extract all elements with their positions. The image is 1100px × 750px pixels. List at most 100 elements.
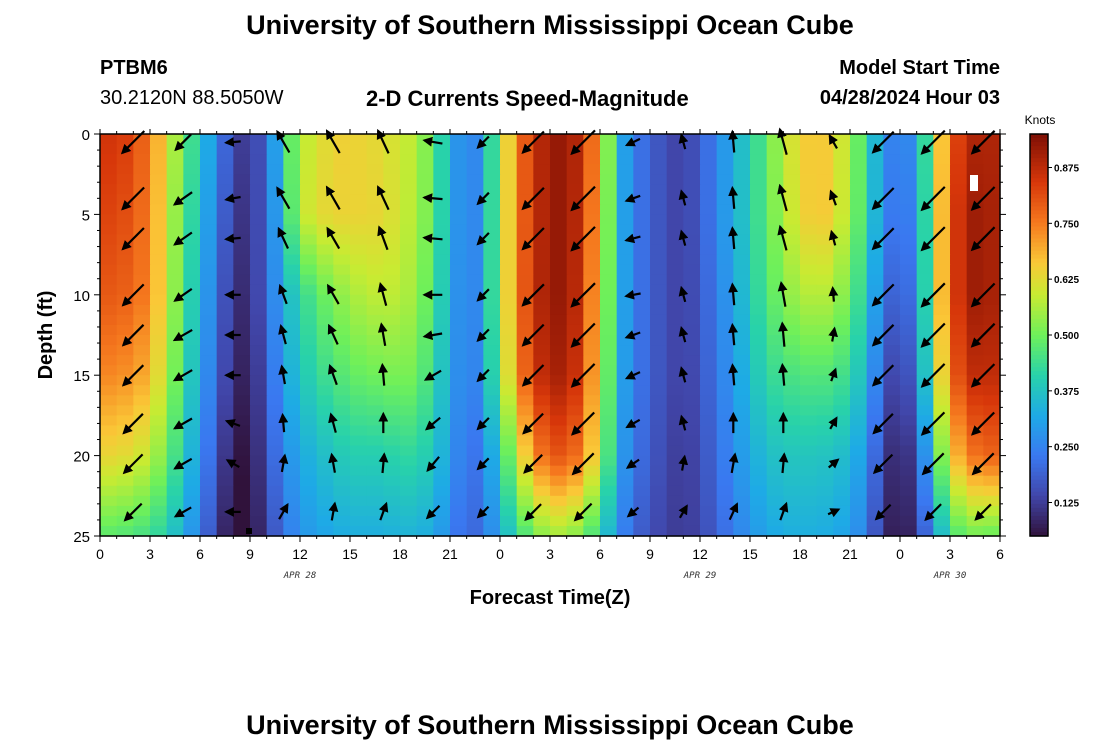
- heatmap-cell: [416, 244, 434, 256]
- heatmap-cell: [216, 274, 234, 286]
- heatmap-cell: [466, 304, 484, 316]
- heatmap-cell: [700, 164, 718, 175]
- heatmap-cell: [133, 525, 151, 537]
- heatmap-cell: [816, 485, 834, 497]
- heatmap-cell: [750, 415, 768, 427]
- heatmap-cell: [783, 365, 801, 376]
- heatmap-cell: [966, 475, 984, 487]
- heatmap-cell: [466, 294, 484, 306]
- heatmap-cell: [950, 184, 968, 195]
- heatmap-cell: [300, 254, 318, 266]
- heatmap-cell: [766, 154, 784, 165]
- heatmap-cell: [316, 264, 334, 276]
- heatmap-cell: [950, 254, 968, 266]
- heatmap-cell: [533, 495, 551, 507]
- heatmap-cell: [216, 254, 234, 266]
- heatmap-cell: [266, 184, 284, 195]
- heatmap-cell: [400, 355, 418, 366]
- current-arrow: [377, 281, 388, 306]
- heatmap-cell: [900, 465, 918, 477]
- heatmap-cell: [150, 485, 168, 497]
- colorbar-segment: [1030, 138, 1048, 143]
- heatmap-cell: [366, 335, 384, 346]
- heatmap-cell: [333, 204, 351, 215]
- heatmap-cell: [333, 174, 351, 185]
- heatmap-cell: [250, 365, 268, 376]
- heatmap-cell: [200, 184, 218, 195]
- heatmap-cell: [333, 304, 351, 316]
- heatmap-cell: [650, 475, 668, 487]
- heatmap-cell: [800, 335, 818, 346]
- heatmap-cell: [866, 164, 884, 175]
- heatmap-cell: [400, 284, 418, 296]
- heatmap-cell: [700, 395, 718, 406]
- colorbar-segment: [1030, 499, 1048, 505]
- heatmap-cell: [466, 375, 484, 386]
- heatmap-cell: [516, 264, 534, 276]
- heatmap-cell: [950, 375, 968, 386]
- colorbar-segment: [1030, 367, 1048, 372]
- heatmap-cell: [266, 495, 284, 507]
- heatmap-cell: [650, 345, 668, 356]
- heatmap-cell: [983, 365, 1001, 376]
- heatmap-cell: [283, 254, 301, 266]
- heatmap-cell: [766, 345, 784, 356]
- heatmap-cell: [583, 435, 601, 447]
- heatmap-cell: [733, 365, 751, 376]
- heatmap-cell: [416, 425, 434, 437]
- current-arrow: [828, 133, 838, 149]
- model-start-label: Model Start Time: [839, 57, 1000, 79]
- heatmap-cell: [666, 455, 684, 467]
- heatmap-cell: [233, 224, 251, 236]
- heatmap-cell: [883, 375, 901, 386]
- heatmap-cell: [200, 335, 218, 346]
- heatmap-cell: [166, 274, 184, 286]
- heatmap-cell: [100, 515, 118, 527]
- colorbar-segment: [1030, 399, 1048, 404]
- heatmap-cell: [533, 164, 551, 175]
- heatmap-cell: [266, 475, 284, 487]
- heatmap-cell: [766, 445, 784, 457]
- heatmap-cell: [666, 505, 684, 517]
- heatmap-cell: [650, 375, 668, 386]
- heatmap-cell: [616, 405, 634, 416]
- heatmap-cell: [983, 244, 1001, 256]
- heatmap-cell: [950, 525, 968, 537]
- heatmap-cell: [283, 304, 301, 316]
- heatmap-cell: [100, 224, 118, 236]
- x-tick-label: 3: [946, 546, 954, 562]
- heatmap-cell: [766, 495, 784, 507]
- heatmap-cell: [166, 314, 184, 326]
- heatmap-cell: [716, 284, 734, 296]
- heatmap-cell: [400, 164, 418, 175]
- heatmap-cell: [233, 435, 251, 447]
- heatmap-cell: [916, 455, 934, 467]
- heatmap-cell: [216, 525, 234, 537]
- heatmap-cell: [550, 515, 568, 527]
- heatmap-cell: [533, 304, 551, 316]
- heatmap-cell: [300, 214, 318, 226]
- heatmap-cell: [566, 395, 584, 406]
- heatmap-cell: [400, 314, 418, 326]
- heatmap-cell: [250, 214, 268, 226]
- heatmap-cell: [133, 425, 151, 437]
- current-arrow: [728, 322, 739, 346]
- heatmap-cell: [266, 244, 284, 256]
- heatmap-cell: [550, 415, 568, 427]
- heatmap-cell: [633, 214, 651, 226]
- heatmap-cell: [883, 134, 901, 145]
- heatmap-cell: [500, 475, 518, 487]
- heatmap-cell: [400, 335, 418, 346]
- heatmap-cell: [683, 505, 701, 517]
- heatmap-cell: [366, 445, 384, 457]
- current-arrow: [327, 363, 338, 386]
- heatmap-cell: [800, 304, 818, 316]
- heatmap-cell: [766, 134, 784, 145]
- heatmap-cell: [333, 324, 351, 336]
- heatmap-cell: [466, 134, 484, 145]
- heatmap-cell: [833, 144, 851, 155]
- colorbar-segment: [1030, 290, 1048, 296]
- heatmap-cell: [866, 174, 884, 185]
- heatmap-cell: [883, 254, 901, 266]
- heatmap-cell: [350, 314, 368, 326]
